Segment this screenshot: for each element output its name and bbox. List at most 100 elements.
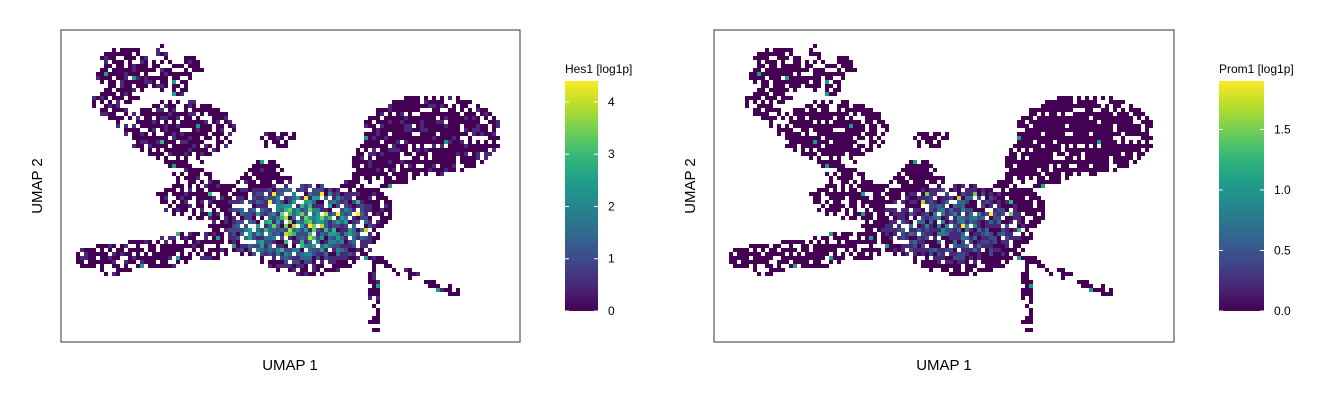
cell-point bbox=[913, 252, 917, 256]
cell-point bbox=[753, 76, 757, 80]
cell-point bbox=[989, 256, 993, 260]
cell-point bbox=[1125, 124, 1129, 128]
cell-point bbox=[841, 188, 845, 192]
cell-point bbox=[829, 148, 833, 152]
cell-point bbox=[825, 84, 829, 88]
cell-point bbox=[320, 240, 324, 244]
cell-point bbox=[777, 252, 781, 256]
cell-point bbox=[364, 148, 368, 152]
cell-point bbox=[276, 164, 280, 168]
cell-point bbox=[356, 256, 360, 260]
cell-point bbox=[476, 140, 480, 144]
cell-point bbox=[208, 152, 212, 156]
cell-point bbox=[861, 180, 865, 184]
cell-point bbox=[949, 256, 953, 260]
cell-point bbox=[308, 208, 312, 212]
cell-point bbox=[320, 188, 324, 192]
cell-point bbox=[1085, 132, 1089, 136]
cell-point bbox=[1061, 272, 1065, 276]
cell-point bbox=[905, 192, 909, 196]
cell-point bbox=[244, 248, 248, 252]
cell-point bbox=[913, 172, 917, 176]
cell-point bbox=[292, 224, 296, 228]
cell-point bbox=[849, 144, 853, 148]
cell-point bbox=[825, 244, 829, 248]
cell-point bbox=[953, 184, 957, 188]
cell-point bbox=[913, 176, 917, 180]
cell-point bbox=[400, 164, 404, 168]
cell-point bbox=[352, 220, 356, 224]
cell-point bbox=[260, 184, 264, 188]
cell-point bbox=[388, 208, 392, 212]
cell-point bbox=[348, 220, 352, 224]
cell-point bbox=[889, 244, 893, 248]
cell-point bbox=[833, 144, 837, 148]
cell-point bbox=[88, 264, 92, 268]
cell-point bbox=[805, 264, 809, 268]
cell-point bbox=[196, 124, 200, 128]
cell-point bbox=[817, 72, 821, 76]
cell-point bbox=[1005, 260, 1009, 264]
cell-point bbox=[392, 152, 396, 156]
cell-point bbox=[897, 176, 901, 180]
cell-point bbox=[100, 68, 104, 72]
cell-point bbox=[416, 156, 420, 160]
cell-point bbox=[1081, 132, 1085, 136]
cell-point bbox=[953, 188, 957, 192]
cell-point bbox=[925, 212, 929, 216]
cell-point bbox=[761, 88, 765, 92]
cell-point bbox=[408, 132, 412, 136]
cell-point bbox=[753, 268, 757, 272]
cell-point bbox=[985, 188, 989, 192]
cell-point bbox=[845, 120, 849, 124]
cell-point bbox=[104, 56, 108, 60]
cell-point bbox=[817, 120, 821, 124]
cell-point bbox=[432, 100, 436, 104]
cell-point bbox=[384, 128, 388, 132]
cell-point bbox=[853, 120, 857, 124]
cell-point bbox=[1077, 172, 1081, 176]
cell-point bbox=[264, 228, 268, 232]
cell-point bbox=[1073, 144, 1077, 148]
cell-point bbox=[837, 108, 841, 112]
cell-point bbox=[348, 188, 352, 192]
cell-point bbox=[1061, 104, 1065, 108]
cell-point bbox=[989, 196, 993, 200]
cell-point bbox=[92, 248, 96, 252]
cell-point bbox=[132, 64, 136, 68]
cell-point bbox=[865, 200, 869, 204]
cell-point bbox=[777, 268, 781, 272]
cell-point bbox=[1125, 132, 1129, 136]
cell-point bbox=[881, 228, 885, 232]
cell-point bbox=[228, 124, 232, 128]
cell-point bbox=[172, 212, 176, 216]
cell-point bbox=[216, 128, 220, 132]
cell-point bbox=[356, 176, 360, 180]
cell-point bbox=[412, 160, 416, 164]
cell-point bbox=[448, 156, 452, 160]
cell-point bbox=[973, 232, 977, 236]
cell-point bbox=[392, 160, 396, 164]
cell-point bbox=[260, 192, 264, 196]
cell-point bbox=[805, 144, 809, 148]
cell-point bbox=[208, 224, 212, 228]
cell-point bbox=[945, 228, 949, 232]
cell-point bbox=[1025, 260, 1029, 264]
cell-point bbox=[825, 192, 829, 196]
cell-point bbox=[861, 248, 865, 252]
cell-point bbox=[348, 228, 352, 232]
cell-point bbox=[196, 192, 200, 196]
cell-point bbox=[424, 164, 428, 168]
cell-point bbox=[416, 140, 420, 144]
cell-point bbox=[404, 144, 408, 148]
cell-points bbox=[729, 44, 1153, 332]
cell-point bbox=[1029, 280, 1033, 284]
cell-point bbox=[821, 188, 825, 192]
cell-point bbox=[849, 232, 853, 236]
cell-point bbox=[953, 196, 957, 200]
cell-point bbox=[312, 212, 316, 216]
cell-point bbox=[793, 264, 797, 268]
cell-point bbox=[953, 256, 957, 260]
cell-point bbox=[781, 248, 785, 252]
cell-point bbox=[480, 124, 484, 128]
